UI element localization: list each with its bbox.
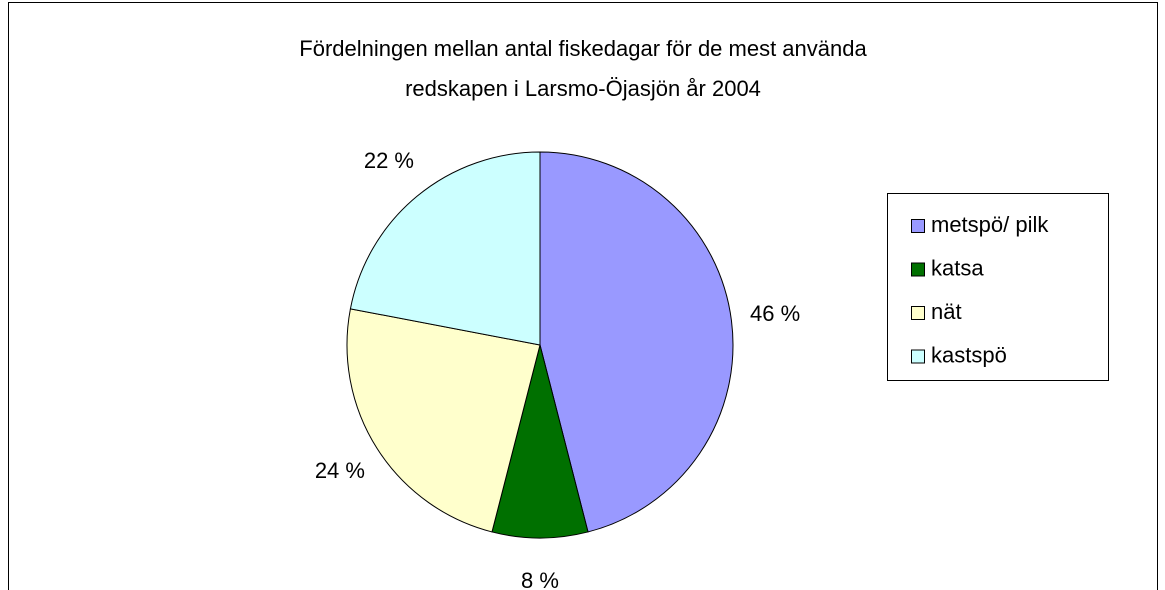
pie-slice [539, 151, 734, 533]
legend-swatch [911, 219, 925, 233]
data-label: 22 % [364, 148, 414, 173]
legend-label: metspö/ pilk [931, 212, 1049, 237]
legend-label: kastspö [931, 342, 1007, 367]
data-label: 8 % [521, 568, 559, 590]
pie-slice [346, 308, 541, 533]
legend-label: nät [931, 299, 962, 324]
legend-swatch [911, 349, 925, 364]
pie-slice [491, 344, 589, 539]
data-label: 24 % [315, 458, 365, 483]
legend-swatch [911, 262, 925, 277]
chart-title: Fördelningen mellan antal fiskedagar för… [299, 36, 867, 61]
data-label: 46 % [750, 301, 800, 326]
legend-label: katsa [931, 255, 984, 280]
chart-border [8, 2, 1158, 590]
legend-swatch [911, 306, 925, 320]
chart-title: redskapen i Larsmo-Öjasjön år 2004 [405, 76, 761, 101]
pie-slice [349, 151, 541, 346]
